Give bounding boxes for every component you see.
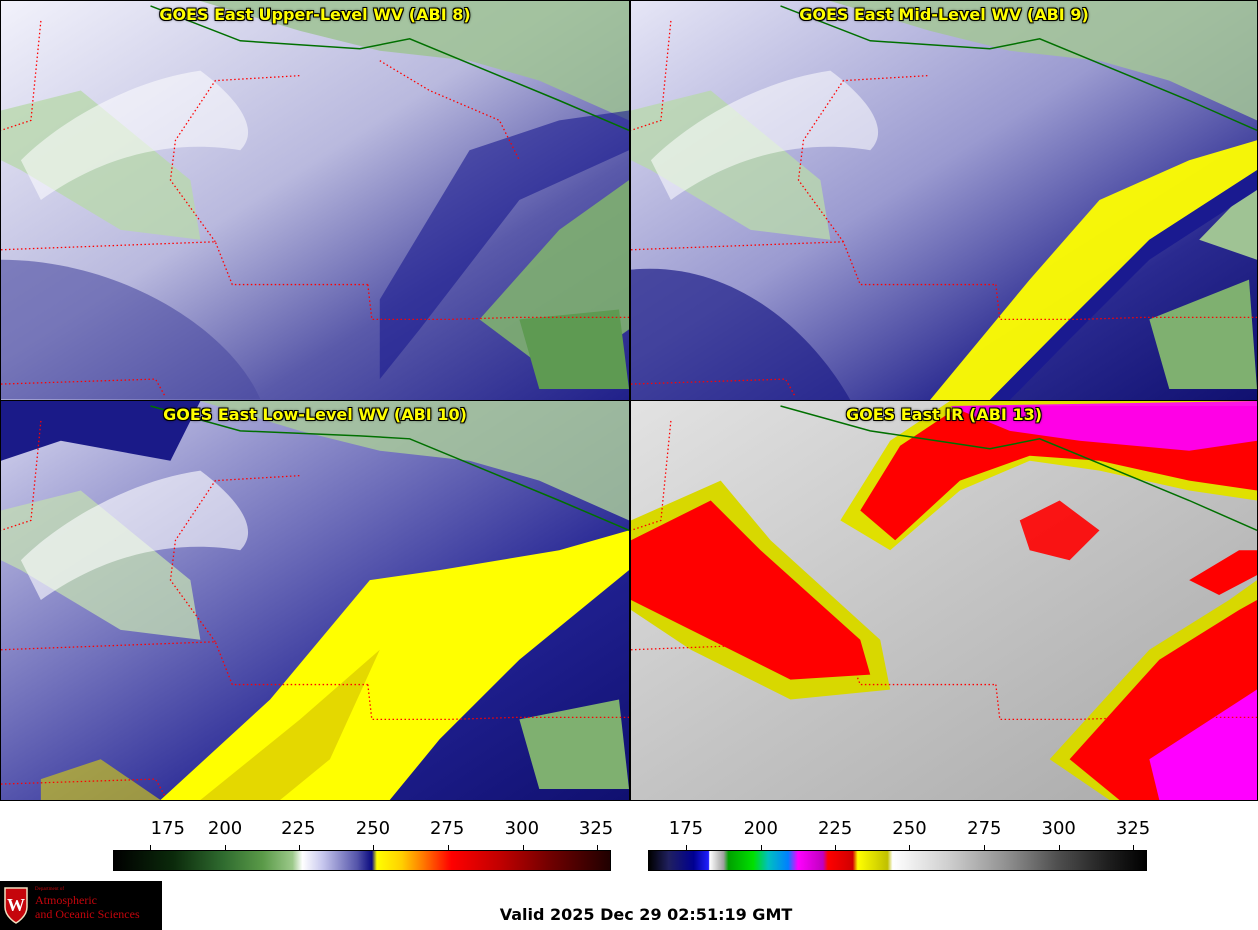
- tick-mark: [373, 845, 375, 850]
- ir-colorbar-ticks: 175 200 225 250 275 300 325: [648, 818, 1151, 850]
- wv-colorbar-ticks: 175 200 225 250 275 300 325: [113, 818, 614, 850]
- tick-mark: [835, 845, 837, 850]
- tick-label: 175: [668, 818, 704, 839]
- wv-colorbar: 175 200 225 250 275 300 325: [113, 818, 614, 871]
- tick-mark: [909, 845, 911, 850]
- uw-crest-icon: W: [4, 887, 28, 924]
- tick-label: 325: [1115, 818, 1151, 839]
- panel-mid-level-wv: GOES East Mid-Level WV (ABI 9): [630, 0, 1258, 401]
- upper-level-wv-image: [1, 1, 629, 400]
- panel-upper-level-wv: GOES East Upper-Level WV (ABI 8): [0, 0, 630, 401]
- ir-image: [631, 401, 1257, 800]
- tick-label: 225: [281, 818, 316, 839]
- tick-mark: [448, 845, 450, 850]
- tick-label: 300: [1041, 818, 1076, 839]
- tick-mark: [150, 845, 152, 850]
- tick-label: 250: [892, 818, 927, 839]
- tick-label: 250: [355, 818, 391, 839]
- logo-department: Department of: [35, 887, 65, 892]
- panel-title: GOES East Mid-Level WV (ABI 9): [799, 5, 1089, 24]
- tick-label: 200: [207, 818, 243, 839]
- tick-label: 225: [817, 818, 853, 839]
- tick-label: 300: [504, 818, 540, 839]
- aos-logo: W Department of Atmospheric and Oceanic …: [0, 881, 162, 930]
- tick-mark: [299, 845, 301, 850]
- tick-mark: [522, 845, 524, 850]
- panel-title: GOES East Upper-Level WV (ABI 8): [159, 5, 471, 24]
- tick-mark: [685, 845, 687, 850]
- tick-mark: [1133, 845, 1135, 850]
- svg-text:W: W: [7, 895, 25, 915]
- tick-mark: [984, 845, 986, 850]
- tick-label: 275: [429, 818, 465, 839]
- low-level-wv-image: [1, 401, 629, 800]
- panel-low-level-wv: GOES East Low-Level WV (ABI 10): [0, 400, 630, 801]
- panel-title: GOES East IR (ABI 13): [845, 405, 1043, 424]
- tick-label: 200: [743, 818, 778, 839]
- tick-mark: [597, 845, 599, 850]
- valid-time: Valid 2025 Dec 29 02:51:19 GMT: [499, 905, 793, 924]
- ir-colorbar: 175 200 225 250 275 300 325: [648, 818, 1151, 871]
- tick-mark: [1058, 845, 1060, 850]
- ir-colorbar-gradient: [648, 850, 1147, 871]
- wv-colorbar-gradient: [113, 850, 611, 871]
- tick-label: 275: [967, 818, 1002, 839]
- tick-mark: [225, 845, 227, 850]
- panel-ir: GOES East IR (ABI 13): [630, 400, 1258, 801]
- tick-label: 325: [578, 818, 614, 839]
- tick-label: 175: [150, 818, 185, 839]
- tick-mark: [760, 845, 762, 850]
- panel-title: GOES East Low-Level WV (ABI 10): [163, 405, 467, 424]
- mid-level-wv-image: [631, 1, 1257, 400]
- logo-line-2: and Oceanic Sciences: [35, 907, 140, 921]
- logo-line-1: Atmospheric: [35, 893, 97, 907]
